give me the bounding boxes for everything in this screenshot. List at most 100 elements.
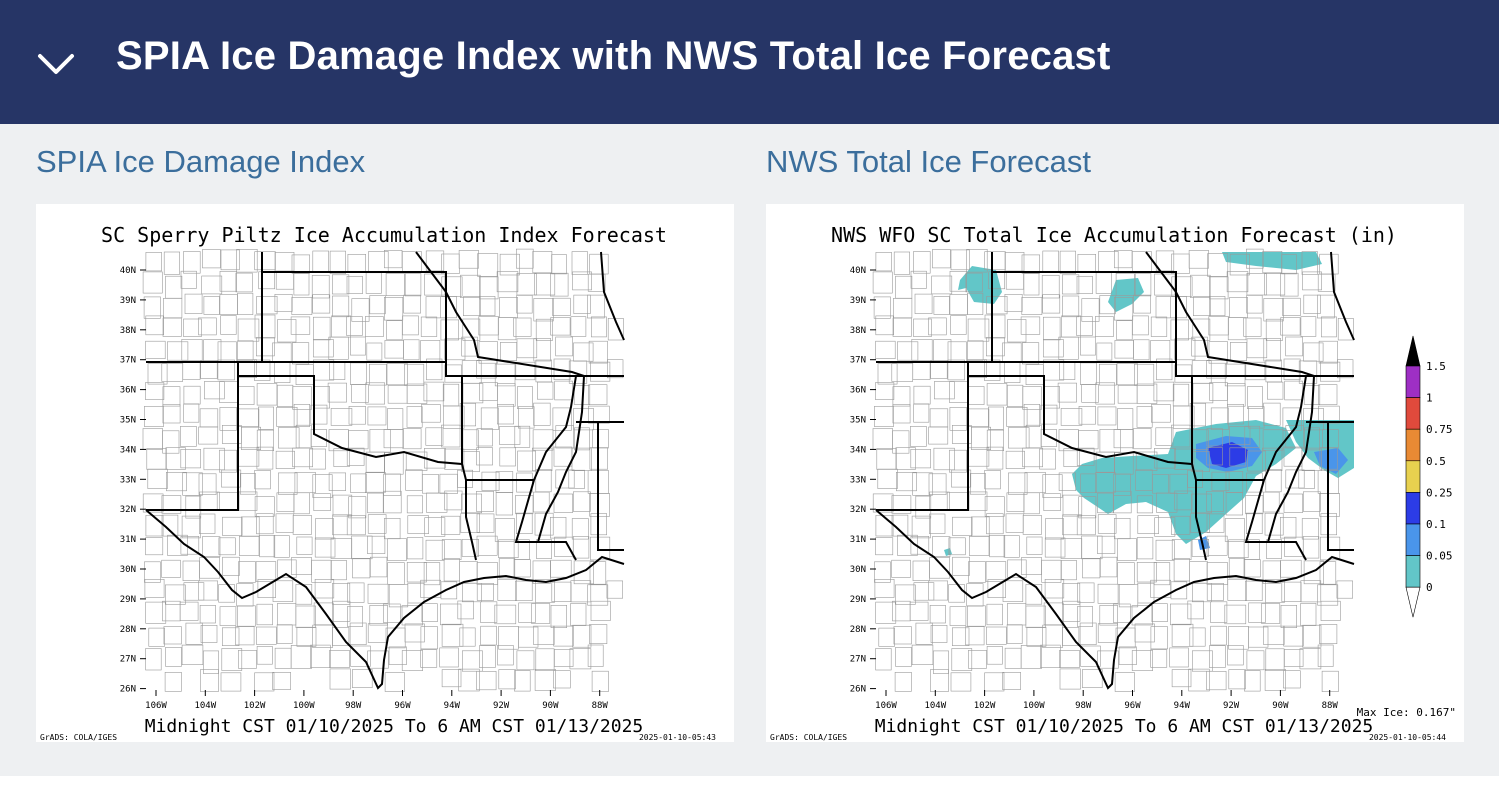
county-boundary — [536, 539, 552, 559]
county-boundary — [165, 472, 187, 492]
county-boundary — [968, 649, 987, 669]
county-boundary — [219, 606, 237, 626]
county-boundary — [989, 535, 1006, 558]
lat-tick-label: 35N — [850, 416, 866, 426]
county-boundary — [1191, 336, 1208, 357]
spia-map-svg: SC Sperry Piltz Ice Accumulation Index F… — [40, 223, 716, 742]
county-boundary — [332, 514, 352, 536]
county-boundary — [1191, 493, 1212, 514]
county-boundary — [911, 644, 934, 666]
county-boundary — [572, 536, 590, 559]
county-boundary — [896, 341, 919, 361]
county-boundary — [1022, 386, 1042, 410]
county-boundary — [180, 449, 201, 469]
county-boundary — [1264, 512, 1284, 536]
lat-tick-label: 37N — [120, 356, 136, 366]
county-boundary — [1137, 515, 1159, 534]
county-boundary — [164, 584, 186, 605]
nws-county-lines — [872, 248, 1354, 692]
county-boundary — [1004, 293, 1023, 312]
county-boundary — [476, 491, 494, 512]
county-boundary — [1316, 294, 1335, 319]
county-boundary — [346, 515, 366, 536]
county-boundary — [1097, 535, 1116, 554]
county-boundary — [1191, 650, 1213, 672]
county-boundary — [895, 472, 917, 492]
county-boundary — [1007, 319, 1027, 343]
county-boundary — [1303, 560, 1324, 585]
county-boundary — [986, 603, 1003, 626]
county-boundary — [1192, 296, 1211, 317]
county-boundary — [1150, 316, 1168, 337]
county-boundary — [1022, 515, 1042, 535]
county-boundary — [914, 293, 933, 314]
county-boundary — [1265, 469, 1282, 493]
county-boundary — [929, 669, 949, 692]
county-boundary — [1002, 671, 1021, 690]
nws-valid-period: Midnight CST 01/10/2025 To 6 AM CST 01/1… — [875, 716, 1374, 737]
nws-state-lines — [875, 251, 1355, 690]
county-boundary — [534, 273, 556, 296]
county-boundary — [1081, 384, 1099, 403]
legend-label: 0.5 — [1426, 455, 1446, 468]
county-boundary — [1319, 493, 1340, 517]
county-boundary — [893, 626, 912, 645]
county-boundary — [1264, 273, 1286, 296]
county-boundary — [1174, 448, 1195, 470]
county-boundary — [1040, 404, 1058, 425]
county-boundary — [984, 496, 1005, 517]
county-boundary — [476, 535, 498, 556]
county-boundary — [238, 561, 256, 583]
legend-top-arrow — [1405, 335, 1421, 367]
lat-tick-label: 33N — [120, 475, 136, 485]
county-boundary — [971, 426, 992, 450]
county-boundary — [893, 251, 911, 275]
county-boundary — [1041, 559, 1062, 583]
county-boundary — [401, 650, 424, 671]
county-boundary — [1303, 342, 1324, 362]
county-boundary — [406, 537, 424, 560]
county-boundary — [1005, 450, 1025, 469]
county-boundary — [872, 271, 893, 294]
county-boundary — [1076, 447, 1095, 466]
county-boundary — [534, 668, 556, 691]
county-boundary — [1137, 582, 1155, 604]
county-boundary — [1044, 578, 1065, 599]
county-boundary — [911, 515, 931, 539]
county-boundary — [535, 469, 552, 493]
county-boundary — [1078, 496, 1097, 519]
county-boundary — [1154, 517, 1176, 537]
county-boundary — [1261, 447, 1283, 472]
county-boundary — [1113, 429, 1134, 449]
nws-plot-area: 40N 39N 38N 37N 36N 35N 34N 33N 32N 31N 30N 29N 28N 2… — [850, 248, 1355, 711]
county-boundary — [277, 559, 297, 578]
county-boundary — [476, 582, 494, 601]
county-boundary — [179, 601, 199, 621]
county-boundary — [1095, 316, 1114, 338]
county-boundary — [1008, 427, 1030, 449]
county-boundary — [365, 472, 386, 493]
county-boundary — [1243, 559, 1261, 578]
county-boundary — [1170, 515, 1191, 535]
county-boundary — [184, 293, 203, 314]
chevron-down-icon[interactable] — [36, 46, 76, 78]
county-boundary — [1080, 336, 1096, 356]
county-boundary — [406, 561, 427, 583]
lat-tick-label: 26N — [120, 685, 136, 695]
legend-swatch — [1405, 492, 1421, 525]
county-boundary — [499, 426, 521, 445]
county-boundary — [1322, 429, 1339, 449]
county-boundary — [440, 581, 458, 600]
county-boundary — [986, 429, 1004, 452]
legend-label: 0.05 — [1426, 550, 1453, 563]
county-boundary — [606, 359, 624, 379]
county-boundary — [1097, 492, 1114, 514]
county-boundary — [1043, 339, 1064, 358]
county-boundary — [365, 451, 385, 473]
county-boundary — [984, 672, 1005, 692]
county-boundary — [933, 381, 955, 400]
county-boundary — [241, 426, 262, 450]
county-boundary — [328, 336, 349, 360]
county-boundary — [180, 426, 197, 447]
county-boundary — [293, 273, 310, 296]
